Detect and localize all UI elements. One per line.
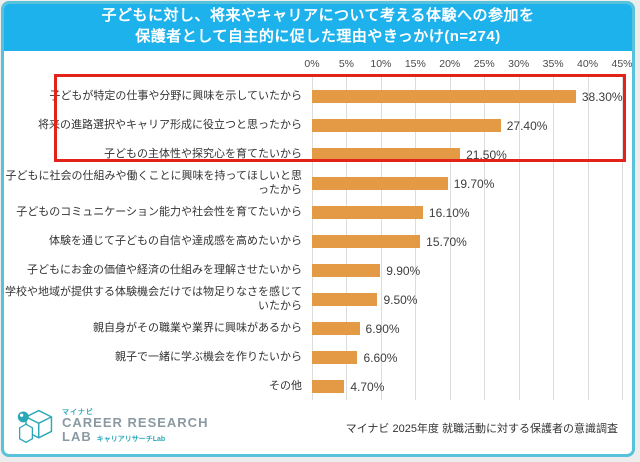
- bar: [312, 293, 378, 306]
- title-bar: 子どもに対し、将来やキャリアについて考える体験への参加を 保護者として自主的に促…: [4, 4, 632, 51]
- bar-track: 21.50%: [312, 148, 622, 162]
- chart-title-line2: 保護者として自主的に促した理由やきっかけ(n=274): [135, 28, 501, 45]
- x-tick-label: 5%: [338, 58, 355, 70]
- bar: [312, 177, 448, 190]
- logo-main-text: CAREER RESEARCH: [62, 415, 209, 431]
- gridline: [449, 76, 451, 400]
- category-label: 子どもが特定の仕事や分野に興味を示していたから: [49, 89, 302, 102]
- value-label: 19.70%: [453, 176, 495, 191]
- x-axis-ticks: 0% 5% 10% 15% 20% 25% 30% 35% 40% 45%: [304, 58, 632, 72]
- chart-row: 体験を通じて子どもの自信や達成感を高めたいから 15.70%: [4, 227, 632, 256]
- value-label: 6.60%: [363, 350, 398, 365]
- bar: [312, 235, 421, 248]
- bar: [312, 264, 381, 277]
- x-tick-label: 0%: [304, 58, 320, 70]
- chart-row: 学校や地域が提供する体験機会だけでは物足りなさを感じていたから 9.50%: [4, 285, 632, 314]
- bar: [312, 119, 501, 132]
- x-tick-label: 10%: [370, 58, 392, 70]
- x-tick-label: 35%: [542, 58, 564, 70]
- bar-track: 15.70%: [312, 235, 622, 249]
- category-label: 体験を通じて子どもの自信や達成感を高めたいから: [49, 234, 302, 247]
- gridline: [484, 76, 486, 400]
- value-label: 21.50%: [466, 147, 507, 162]
- infographic-frame: 子どもに対し、将来やキャリアについて考える体験への参加を 保護者として自主的に促…: [1, 1, 635, 457]
- category-label: 親自身がその職業や業界に興味があるから: [93, 321, 302, 334]
- chart-row: 子どもが特定の仕事や分野に興味を示していたから 38.30%: [4, 82, 632, 111]
- chart-row: 子どもにお金の価値や経済の仕組みを理解させたいから 9.90%: [4, 256, 632, 285]
- category-label: 子どものコミュニケーション能力や社会性を育てたいから: [16, 205, 302, 218]
- x-tick-label: 30%: [508, 58, 530, 70]
- value-label: 6.90%: [365, 321, 400, 336]
- x-tick-label: 45%: [611, 58, 633, 70]
- value-label: 16.10%: [428, 205, 470, 220]
- bar-track: 4.70%: [312, 380, 622, 394]
- category-label: 子どもの主体性や探究心を育てたいから: [104, 147, 302, 160]
- value-label: 27.40%: [506, 118, 548, 133]
- category-label: 親子で一緒に学ぶ機会を作りたいから: [115, 350, 302, 363]
- bar-track: 6.90%: [312, 322, 622, 336]
- category-label: 学校や地域が提供する体験機会だけでは物足りなさを感じていたから: [5, 286, 302, 312]
- x-tick-label: 40%: [577, 58, 599, 70]
- logo-lab-text: LAB: [62, 428, 92, 444]
- chart-row: 親子で一緒に学ぶ機会を作りたいから 6.60%: [4, 343, 632, 372]
- category-label: その他: [269, 379, 302, 392]
- category-label: 子どもにお金の価値や経済の仕組みを理解させたいから: [27, 263, 302, 276]
- bar: [312, 322, 360, 335]
- bar-chart: 0% 5% 10% 15% 20% 25% 30% 35% 40% 45% 子どもが特定の仕事や分…: [4, 54, 632, 410]
- chart-row: 子どもの主体性や探究心を育てたいから 21.50%: [4, 140, 632, 169]
- bar: [312, 351, 358, 364]
- bar-track: 6.60%: [312, 351, 622, 365]
- chart-row: 親自身がその職業や業界に興味があるから 6.90%: [4, 314, 632, 343]
- x-tick-label: 25%: [473, 58, 495, 70]
- value-label: 4.70%: [350, 379, 385, 394]
- gridline: [622, 76, 623, 400]
- brand-logo: マイナビ CAREER RESEARCH LAB キャリアリサーチLab: [16, 406, 208, 446]
- gridline: [518, 76, 520, 400]
- bar-track: 9.50%: [312, 293, 622, 307]
- value-label: 38.30%: [581, 89, 623, 104]
- gridline: [553, 76, 555, 400]
- value-label: 9.50%: [383, 292, 418, 307]
- value-label: 15.70%: [426, 234, 467, 249]
- bar-track: 9.90%: [312, 264, 622, 278]
- bar-rows: 子どもが特定の仕事や分野に興味を示していたから 38.30% 将来の進路選択やキャリ…: [4, 82, 632, 401]
- bar-track: 38.30%: [312, 89, 623, 104]
- category-label: 子どもに社会の仕組みや働くことに興味を持ってほしいと思ったから: [5, 170, 302, 196]
- x-tick-label: 20%: [439, 58, 461, 70]
- bar: [312, 380, 345, 393]
- value-label: 9.90%: [386, 263, 421, 278]
- chart-row: 将来の進路選択やキャリア形成に役立つと思ったから 27.40%: [4, 111, 632, 140]
- bar: [312, 90, 576, 103]
- category-label: 将来の進路選択やキャリア形成に役立つと思ったから: [38, 118, 302, 131]
- bar: [312, 206, 423, 219]
- cube-logo-icon: [17, 409, 53, 444]
- chart-row: 子どものコミュニケーション能力や社会性を育てたいから 16.10%: [4, 198, 632, 227]
- chart-row: その他 4.70%: [4, 372, 632, 401]
- chart-row: 子どもに社会の仕組みや働くことに興味を持ってほしいと思ったから 19.70%: [4, 169, 632, 198]
- gridline: [587, 76, 589, 400]
- logo-brand-small: マイナビ: [62, 408, 94, 416]
- bar-track: 16.10%: [312, 206, 622, 220]
- chart-title-line1: 子どもに対し、将来やキャリアについて考える体験への参加を: [101, 7, 535, 24]
- source-caption: マイナビ 2025年度 就職活動に対する保護者の意識調査: [345, 423, 618, 435]
- logo-lab-suffix: キャリアリサーチLab: [96, 435, 166, 443]
- bar-track: 27.40%: [312, 119, 622, 133]
- x-tick-label: 15%: [404, 58, 426, 70]
- bar-track: 19.70%: [312, 177, 622, 191]
- bar: [312, 148, 461, 161]
